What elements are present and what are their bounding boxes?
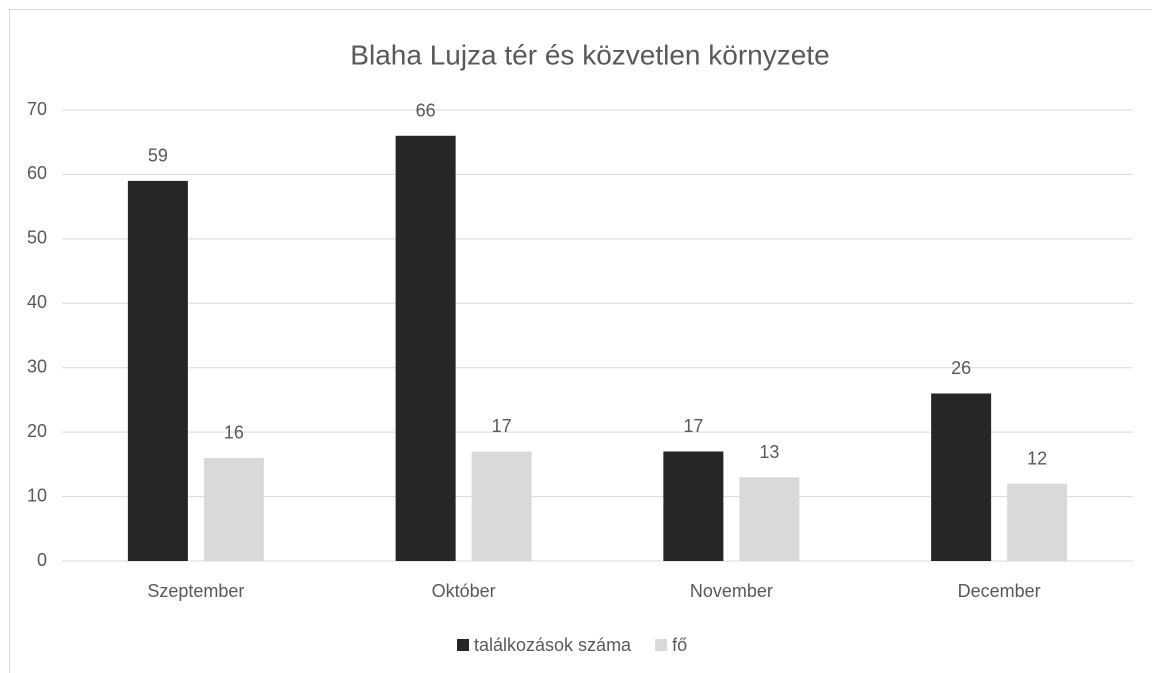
- x-tick-label: Szeptember: [147, 581, 244, 601]
- data-label: 16: [224, 423, 244, 443]
- y-tick-label: 50: [27, 228, 47, 248]
- y-tick-label: 70: [27, 99, 47, 119]
- bar: [663, 451, 724, 561]
- data-label: 17: [683, 416, 703, 436]
- data-label: 66: [416, 101, 436, 121]
- bar: [1007, 483, 1068, 561]
- chart-title: Blaha Lujza tér és közvetlen környzete: [350, 39, 829, 70]
- chart-frame: [9, 9, 1152, 673]
- y-tick-label: 40: [27, 292, 47, 312]
- legend-swatch: [655, 639, 668, 651]
- x-tick-label: Október: [432, 581, 496, 601]
- data-label: 26: [951, 358, 971, 378]
- x-tick-label: December: [958, 581, 1041, 601]
- y-tick-label: 0: [37, 550, 47, 570]
- y-tick-label: 20: [27, 421, 47, 441]
- legend-label: találkozások száma: [474, 635, 632, 655]
- bar: [471, 451, 532, 561]
- data-label: 13: [759, 442, 779, 462]
- x-tick-label: November: [690, 581, 773, 601]
- legend-label: fő: [672, 635, 687, 655]
- data-label: 59: [148, 146, 168, 166]
- bar: [931, 393, 992, 561]
- bar: [739, 477, 800, 561]
- y-tick-label: 60: [27, 163, 47, 183]
- data-label: 17: [492, 416, 512, 436]
- y-tick-label: 30: [27, 356, 47, 376]
- legend-swatch: [457, 639, 469, 651]
- data-label: 12: [1027, 448, 1047, 468]
- bar: [203, 457, 264, 561]
- bar: [395, 135, 456, 561]
- bar: [127, 180, 188, 561]
- y-tick-label: 10: [27, 485, 47, 505]
